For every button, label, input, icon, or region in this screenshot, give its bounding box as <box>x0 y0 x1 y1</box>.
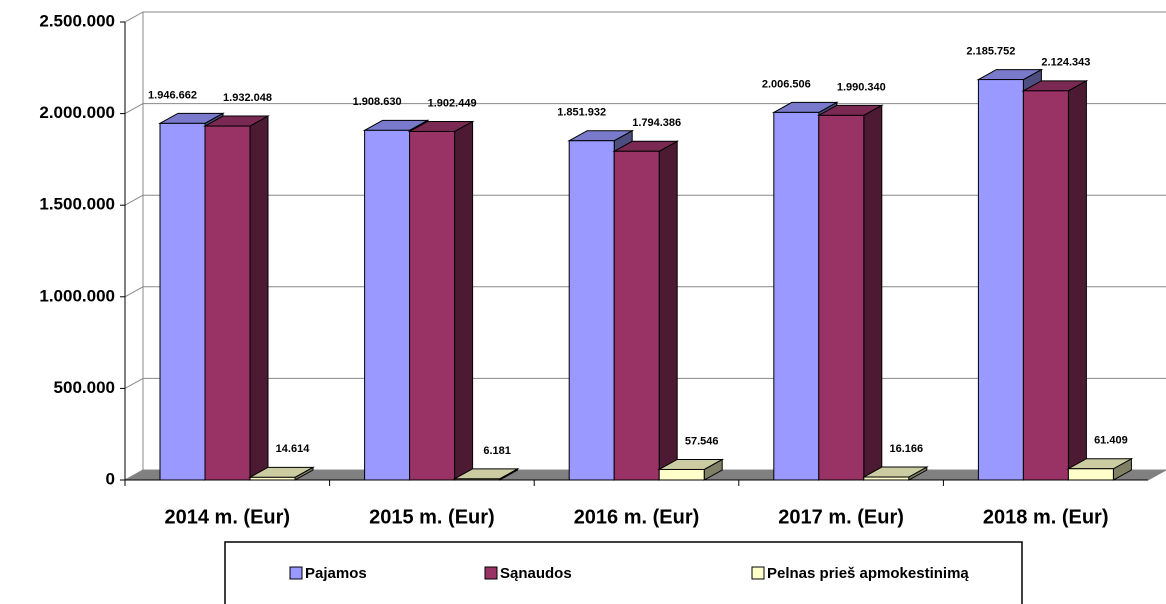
data-label: 61.409 <box>1094 435 1128 447</box>
bar-front <box>818 114 865 481</box>
bar-front <box>977 79 1024 481</box>
bar-front <box>1022 90 1069 481</box>
y-tick-label: 2.500.000 <box>39 11 115 30</box>
data-label: 1.794.386 <box>632 117 681 129</box>
grid-line-side <box>124 103 144 115</box>
bar-side <box>454 120 474 481</box>
x-tick-label: 2015 m. (Eur) <box>369 506 495 528</box>
data-label: 16.166 <box>889 443 923 455</box>
data-label: 57.546 <box>685 435 719 447</box>
legend-label: Pajamos <box>305 565 367 582</box>
bar <box>248 466 315 481</box>
x-tick-label: 2014 m. (Eur) <box>164 506 290 528</box>
bar-side <box>863 104 883 481</box>
x-tick-label: 2016 m. (Eur) <box>574 506 700 528</box>
data-label: 1.990.340 <box>837 81 886 93</box>
grid-line-side <box>124 469 144 481</box>
data-label: 1.908.630 <box>353 96 402 108</box>
bar-front <box>159 122 206 481</box>
bar-front <box>409 130 456 481</box>
bar <box>1066 457 1134 481</box>
legend-swatch <box>289 566 303 580</box>
x-tick-label: 2018 m. (Eur) <box>983 506 1109 528</box>
legend-label: Pelnas prieš apmokestinimą <box>767 565 969 582</box>
bar-front <box>249 476 296 481</box>
bar-front <box>773 111 820 481</box>
data-label: 1.946.662 <box>148 89 197 101</box>
bar-front <box>658 468 705 481</box>
bar-front <box>863 476 910 481</box>
x-tick-label: 2017 m. (Eur) <box>778 506 904 528</box>
legend-swatch <box>751 566 765 580</box>
bar <box>657 458 725 481</box>
y-tick-label: 1.500.000 <box>39 195 115 214</box>
bar <box>203 115 270 481</box>
bar-front <box>364 129 411 481</box>
bar-front <box>204 125 251 481</box>
data-label: 6.181 <box>483 445 511 457</box>
y-tick-label: 0 <box>106 469 115 488</box>
data-label: 2.124.343 <box>1041 57 1090 69</box>
grid-line-side <box>124 286 144 298</box>
data-label: 1.932.048 <box>223 92 272 104</box>
data-label: 1.851.932 <box>557 107 606 119</box>
data-label: 1.902.449 <box>428 97 477 109</box>
bar <box>861 466 929 481</box>
bar-front <box>1067 468 1114 481</box>
bar-side <box>249 115 269 481</box>
y-tick-label: 2.000.000 <box>39 103 115 122</box>
y-tick-label: 1.000.000 <box>39 286 115 305</box>
data-label: 14.614 <box>276 443 311 455</box>
bar <box>407 120 475 481</box>
grid-line-side <box>124 377 144 389</box>
legend-label: Sąnaudos <box>500 565 572 582</box>
bar-front <box>568 140 615 481</box>
legend-swatch <box>484 566 498 580</box>
bar <box>452 468 520 481</box>
bar <box>816 104 884 481</box>
bar-front <box>454 478 501 481</box>
data-label: 2.006.506 <box>762 78 811 90</box>
bar-side <box>658 140 678 481</box>
grid-line-side <box>124 194 144 206</box>
bar-side <box>1067 79 1087 481</box>
legend-box <box>224 541 1023 604</box>
bar <box>612 140 680 481</box>
y-tick-label: 500.000 <box>54 378 115 397</box>
bar-front <box>613 150 660 481</box>
bar <box>1021 79 1089 481</box>
grid-line-side <box>124 11 144 23</box>
data-label: 2.185.752 <box>966 45 1015 57</box>
